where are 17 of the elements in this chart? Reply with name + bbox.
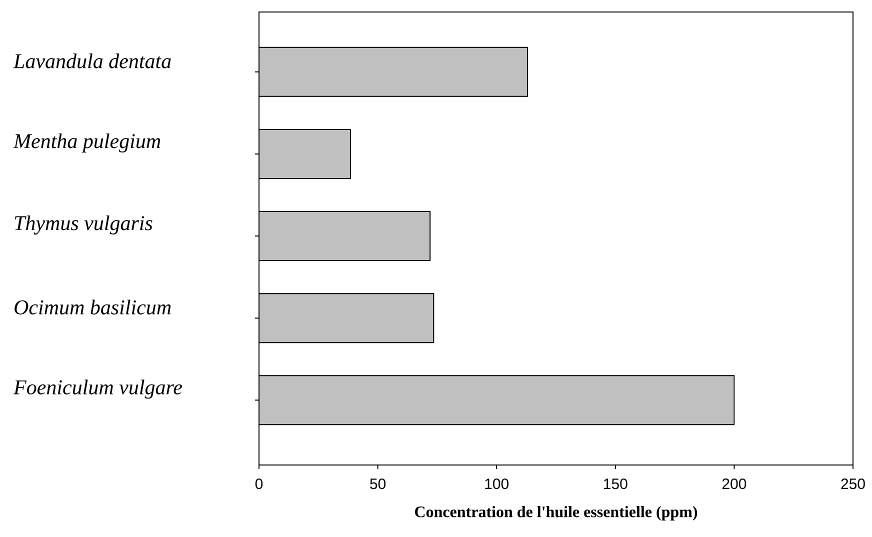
x-tick-label: 50 (370, 478, 386, 490)
x-tick-label: 250 (841, 478, 865, 490)
y-tick-label: Ocimum basilicum (14, 300, 171, 315)
x-axis-title: Concentration de l'huile essentielle (ppm) (415, 506, 698, 521)
bar (259, 128, 351, 179)
y-tick-label: Foeniculum vulgare (13, 380, 182, 399)
x-tick-label: 150 (604, 478, 628, 490)
bar (259, 375, 735, 426)
bar (259, 211, 431, 262)
bar (259, 293, 434, 344)
bar (259, 46, 528, 97)
x-tick-label: 200 (722, 478, 746, 490)
y-tick-label: Lavandula dentata (13, 53, 171, 68)
y-tick-label: Thymus vulgaris (14, 215, 152, 235)
y-tick-label: Mentha pulegium (13, 133, 160, 152)
x-tick-label: 100 (485, 478, 509, 490)
x-tick-label: 0 (255, 478, 263, 490)
